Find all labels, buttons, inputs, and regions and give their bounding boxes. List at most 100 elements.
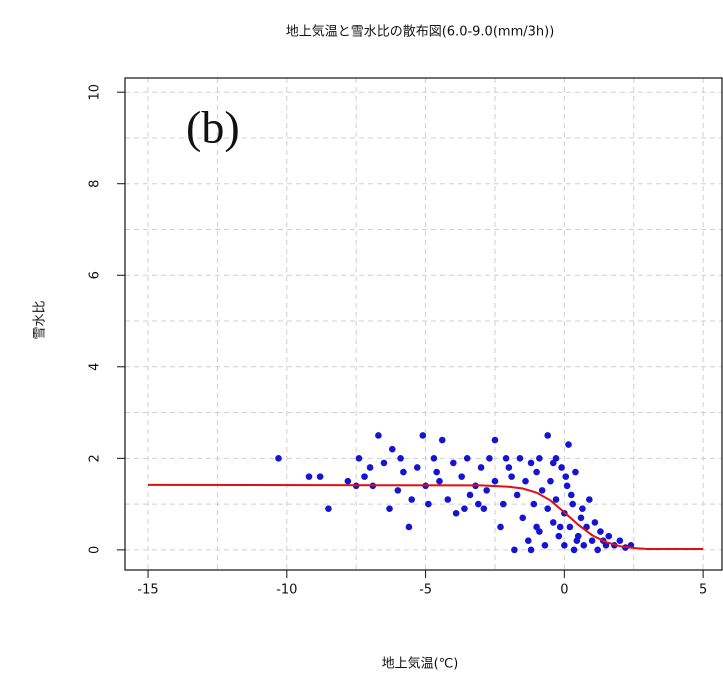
scatter-point <box>558 464 565 471</box>
scatter-point <box>527 546 535 554</box>
chart-title: 地上気温と雪水比の散布図(6.0-9.0(mm/3h)) <box>286 24 555 40</box>
scatter-point <box>452 509 460 517</box>
scatter-point <box>386 505 393 512</box>
scatter-point <box>499 500 507 508</box>
scatter-point <box>344 477 352 485</box>
scatter-point <box>450 459 457 467</box>
scatter-point <box>508 473 515 480</box>
scatter-point <box>577 514 585 522</box>
scatter-point <box>573 537 581 545</box>
scatter-point <box>513 491 521 499</box>
scatter-point <box>563 482 571 490</box>
scatter-point <box>458 473 465 480</box>
scatter-point <box>425 500 432 508</box>
scatter-point <box>316 473 324 480</box>
scatter-point <box>586 496 593 503</box>
scatter-point <box>591 519 599 526</box>
scatter-point <box>533 523 540 531</box>
scatter-point <box>466 491 474 499</box>
scatter-point <box>549 459 557 467</box>
y-axis-label: 雪水比 <box>33 300 48 339</box>
scatter-point <box>530 500 538 508</box>
y-tick-label: 0 <box>88 546 103 554</box>
scatter-point <box>567 491 575 499</box>
scatter-point <box>325 505 332 512</box>
scatter-point <box>436 477 443 485</box>
scatter-point <box>477 464 485 471</box>
scatter-point <box>305 473 313 480</box>
scatter-point <box>480 505 488 512</box>
scatter-point <box>355 455 363 462</box>
scatter-point <box>594 546 601 554</box>
x-tick-label: 5 <box>699 583 707 598</box>
x-tick-label: -5 <box>419 583 432 598</box>
scatter-point <box>538 487 546 494</box>
scatter-point <box>555 532 563 540</box>
scatter-point <box>511 546 518 554</box>
plot-frame <box>124 77 723 571</box>
scatter-point <box>419 432 427 439</box>
scatter-point <box>275 455 282 462</box>
scatter-point <box>361 473 368 480</box>
scatter-point <box>597 528 604 535</box>
scatter-point <box>556 523 564 531</box>
fit-line <box>148 483 704 550</box>
scatter-point <box>463 455 471 462</box>
x-tick-label: 0 <box>560 583 568 598</box>
scatter-point <box>433 468 440 476</box>
scatter-point <box>475 500 482 508</box>
x-tick-label: -15 <box>137 583 158 598</box>
scatter-point <box>569 500 576 508</box>
scatter-point <box>497 523 504 531</box>
scatter-point <box>486 455 493 462</box>
scatter-point <box>572 468 579 476</box>
y-tick-label: 6 <box>88 271 103 279</box>
scatter-point <box>544 432 552 439</box>
scatter-point <box>483 487 490 494</box>
scatter-point <box>580 541 588 549</box>
y-tick-label: 8 <box>88 180 103 188</box>
scatter-point <box>491 436 499 444</box>
scatter-point <box>565 441 572 448</box>
scatter-point <box>544 505 552 512</box>
scatter-point <box>527 459 535 467</box>
annotation: (b) <box>186 102 240 153</box>
scatter-point <box>605 532 613 540</box>
scatter-point <box>547 477 554 485</box>
scatter-point <box>408 496 416 503</box>
scatter-point <box>562 473 570 480</box>
scatter-point <box>616 537 624 545</box>
x-axis-label: 地上気温(℃) <box>382 656 459 672</box>
scatter-point <box>519 514 527 522</box>
scatter-point <box>380 459 388 467</box>
scatter-point <box>549 519 557 526</box>
scatter-point <box>570 546 578 554</box>
scatter-point <box>366 464 374 471</box>
scatter-point <box>430 455 438 462</box>
scatter-point <box>536 455 543 462</box>
y-tick-label: 2 <box>88 454 103 462</box>
scatter-point <box>491 477 499 485</box>
scatter-point <box>375 432 382 439</box>
scatter-point <box>505 464 513 471</box>
scatter-point <box>533 468 540 476</box>
scatter-point <box>413 464 421 471</box>
scatter-point <box>524 537 532 545</box>
scatter-point <box>394 487 402 494</box>
scatter-point <box>516 455 524 462</box>
scatter-point <box>552 496 560 503</box>
scatter-point <box>461 505 468 512</box>
scatter-point <box>405 523 413 531</box>
scatter-point <box>400 468 407 476</box>
y-tick-label: 4 <box>88 363 103 371</box>
scatter-point <box>588 537 596 545</box>
y-tick-label: 10 <box>88 84 103 101</box>
scatter-point <box>522 477 529 485</box>
scatter-point <box>561 541 568 549</box>
scatter-point <box>502 455 510 462</box>
scatter-point <box>438 436 446 444</box>
scatter-point <box>541 541 549 549</box>
x-tick-label: -10 <box>276 583 297 598</box>
scatter-point <box>444 496 452 503</box>
